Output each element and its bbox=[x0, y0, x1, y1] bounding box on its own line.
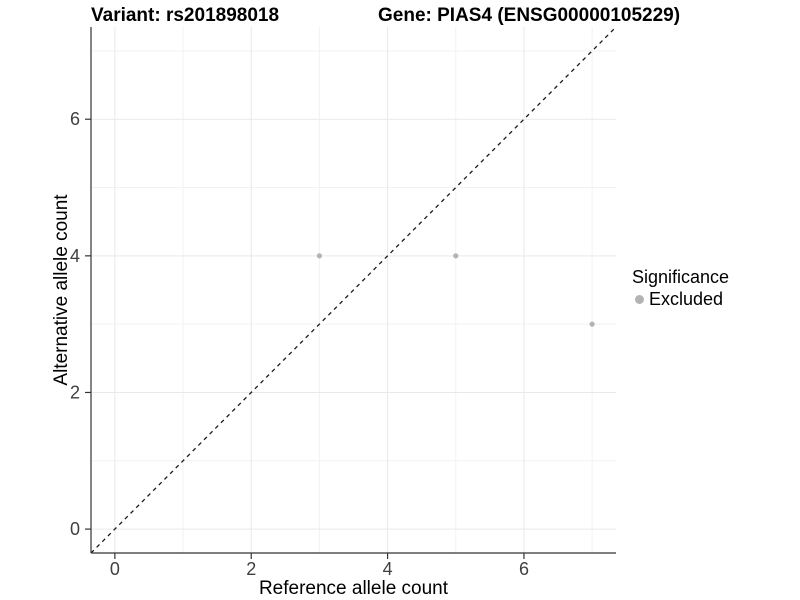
y-tick-label: 6 bbox=[70, 109, 80, 129]
x-tick-label: 6 bbox=[519, 559, 529, 579]
plot-title-variant: Variant: rs201898018 bbox=[91, 5, 280, 26]
x-tick-label: 4 bbox=[383, 559, 393, 579]
plot-title-gene: Gene: PIAS4 (ENSG00000105229) bbox=[378, 5, 681, 26]
y-tick-label: 0 bbox=[70, 519, 80, 539]
legend-title: Significance bbox=[632, 267, 730, 287]
x-tick-label: 0 bbox=[110, 559, 120, 579]
data-point bbox=[316, 253, 323, 259]
data-point bbox=[453, 253, 459, 259]
identity-line bbox=[90, 26, 617, 554]
y-axis-title: Alternative allele count bbox=[51, 194, 72, 386]
excluded-point-icon bbox=[635, 294, 644, 304]
legend-item-excluded: Excluded bbox=[632, 289, 729, 309]
legend: Significance Excluded bbox=[632, 266, 729, 309]
legend-item-label: Excluded bbox=[649, 289, 724, 309]
x-axis-title: Reference allele count bbox=[258, 578, 449, 599]
x-tick-label: 2 bbox=[246, 559, 256, 579]
y-tick-label: 2 bbox=[70, 382, 80, 402]
y-tick-label: 4 bbox=[70, 246, 80, 266]
data-point bbox=[589, 321, 595, 327]
